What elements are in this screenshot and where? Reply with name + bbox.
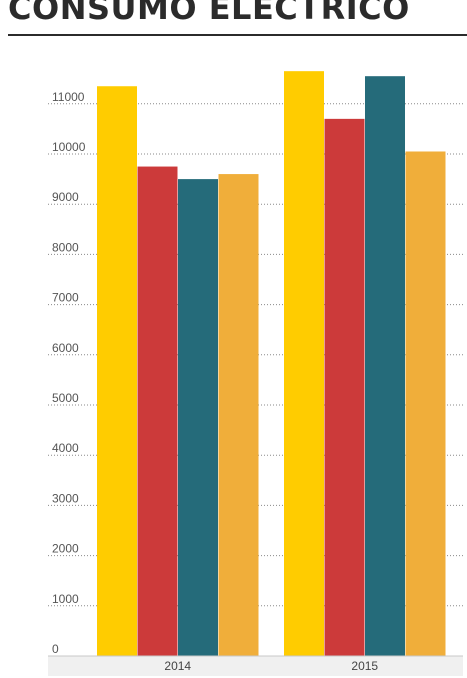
bar [284,71,324,657]
y-tick-label: 0 [52,642,59,656]
bar [178,179,218,656]
bar [324,118,365,657]
y-tick-label: 6000 [52,341,79,355]
y-axis-ticks: 0 1000 2000 3000 4000 5000 6000 7000 8000 9000 100… [52,90,86,656]
y-tick-label: 8000 [52,240,79,254]
y-tick-label: 7000 [52,291,79,305]
bar [137,166,178,657]
bar [405,151,446,657]
y-tick-label: 5000 [52,391,79,405]
y-tick-label: 1000 [52,592,79,606]
y-tick-label: 9000 [52,190,79,204]
bar [218,174,259,656]
x-axis-band [48,656,463,676]
y-tick-label: 3000 [52,491,79,505]
title-divider [8,34,467,36]
x-axis-labels: 2014 2015 [164,659,378,673]
y-tick-label: 10000 [52,140,86,154]
x-category-label: 2015 [351,659,378,673]
y-tick-label: 4000 [52,441,79,455]
y-tick-label: 11000 [52,90,85,104]
bar [365,76,405,656]
bar [97,86,137,657]
y-tick-label: 2000 [52,542,79,556]
x-category-label: 2014 [164,659,191,673]
bars [97,71,446,657]
chart-title: CONSUMO ELECTRICO [8,0,410,27]
